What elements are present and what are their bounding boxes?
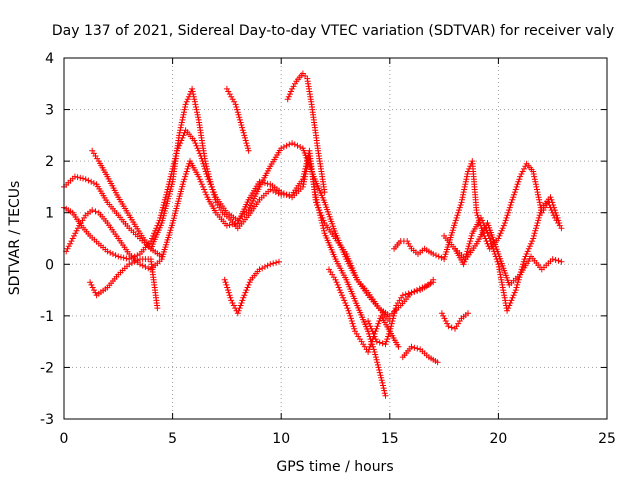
data-points <box>61 70 565 399</box>
data-point-markers <box>399 343 441 366</box>
series-trace-6 <box>221 258 282 317</box>
x-tick-label: 25 <box>598 431 616 447</box>
y-tick-label: -3 <box>40 412 54 428</box>
y-axis-label: SDTVAR / TECUs <box>7 181 23 296</box>
y-tick-label: 4 <box>45 51 54 67</box>
x-tick-label: 5 <box>168 431 177 447</box>
series-trace-3 <box>63 153 389 399</box>
x-tick-label: 20 <box>489 431 507 447</box>
data-point-markers <box>365 276 437 348</box>
data-point-markers <box>63 153 389 399</box>
series-trace-8 <box>284 70 328 196</box>
series-trace-12 <box>399 343 441 366</box>
series-trace-13 <box>438 310 471 332</box>
y-tick-label: 2 <box>45 154 54 170</box>
y-axis-ticks: -3 -2 -1 0 1 2 3 4 <box>40 51 607 428</box>
x-tick-label: 15 <box>381 431 399 447</box>
series-trace-5 <box>87 256 161 312</box>
data-point-markers <box>223 85 252 154</box>
series-trace-7 <box>223 85 252 154</box>
y-tick-label: 3 <box>45 103 54 119</box>
y-tick-label: 0 <box>45 257 54 273</box>
series-trace-11 <box>452 194 563 314</box>
data-point-markers <box>221 258 282 317</box>
data-point-markers <box>89 147 165 260</box>
plot-frame <box>63 57 608 420</box>
grid-lines <box>64 58 607 419</box>
y-tick-label: 1 <box>45 206 54 222</box>
data-point-markers <box>326 266 402 355</box>
x-axis-ticks: 0 5 10 15 20 25 <box>60 58 616 447</box>
data-point-markers <box>391 158 565 263</box>
data-point-markers <box>438 310 471 332</box>
y-tick-label: -1 <box>40 309 54 325</box>
data-point-markers <box>284 70 328 196</box>
series-trace-15 <box>326 266 402 355</box>
data-point-markers <box>87 256 161 312</box>
chart-title: Day 137 of 2021, Sidereal Day-to-day VTE… <box>52 23 614 39</box>
series-trace-9 <box>391 158 565 263</box>
x-axis-label: GPS time / hours <box>276 459 393 475</box>
series-trace-4 <box>89 147 165 260</box>
data-point-markers <box>452 194 563 314</box>
y-tick-label: -2 <box>40 360 54 376</box>
x-tick-label: 10 <box>272 431 290 447</box>
series-trace-14 <box>365 276 437 348</box>
x-tick-label: 0 <box>60 431 69 447</box>
